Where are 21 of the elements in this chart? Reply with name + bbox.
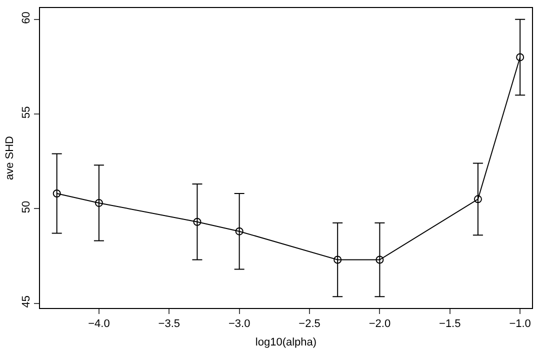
point [376,256,384,264]
x-tick-label: −3.5 [158,318,180,330]
x-axis-title: log10(alpha) [255,336,317,348]
point [235,227,244,236]
y-tick-label: 50 [20,200,33,214]
x-tick-label: −1.0 [509,318,531,330]
x-tick-label: −3.0 [228,318,250,330]
point [516,53,524,62]
y-axis-title: ave SHD [4,136,16,180]
y-tick-label: 60 [20,12,33,24]
point [52,189,61,198]
x-tick-label: −2.5 [298,318,320,330]
point [193,218,202,226]
x-tick-label: −4.0 [88,318,110,330]
point [474,195,482,204]
x-tick-label: −1.5 [439,318,461,330]
point [94,198,103,207]
y-tick-label: 45 [20,295,33,308]
point [334,256,342,264]
x-tick-label: −2.0 [368,318,391,330]
y-tick-label: 55 [20,106,33,118]
